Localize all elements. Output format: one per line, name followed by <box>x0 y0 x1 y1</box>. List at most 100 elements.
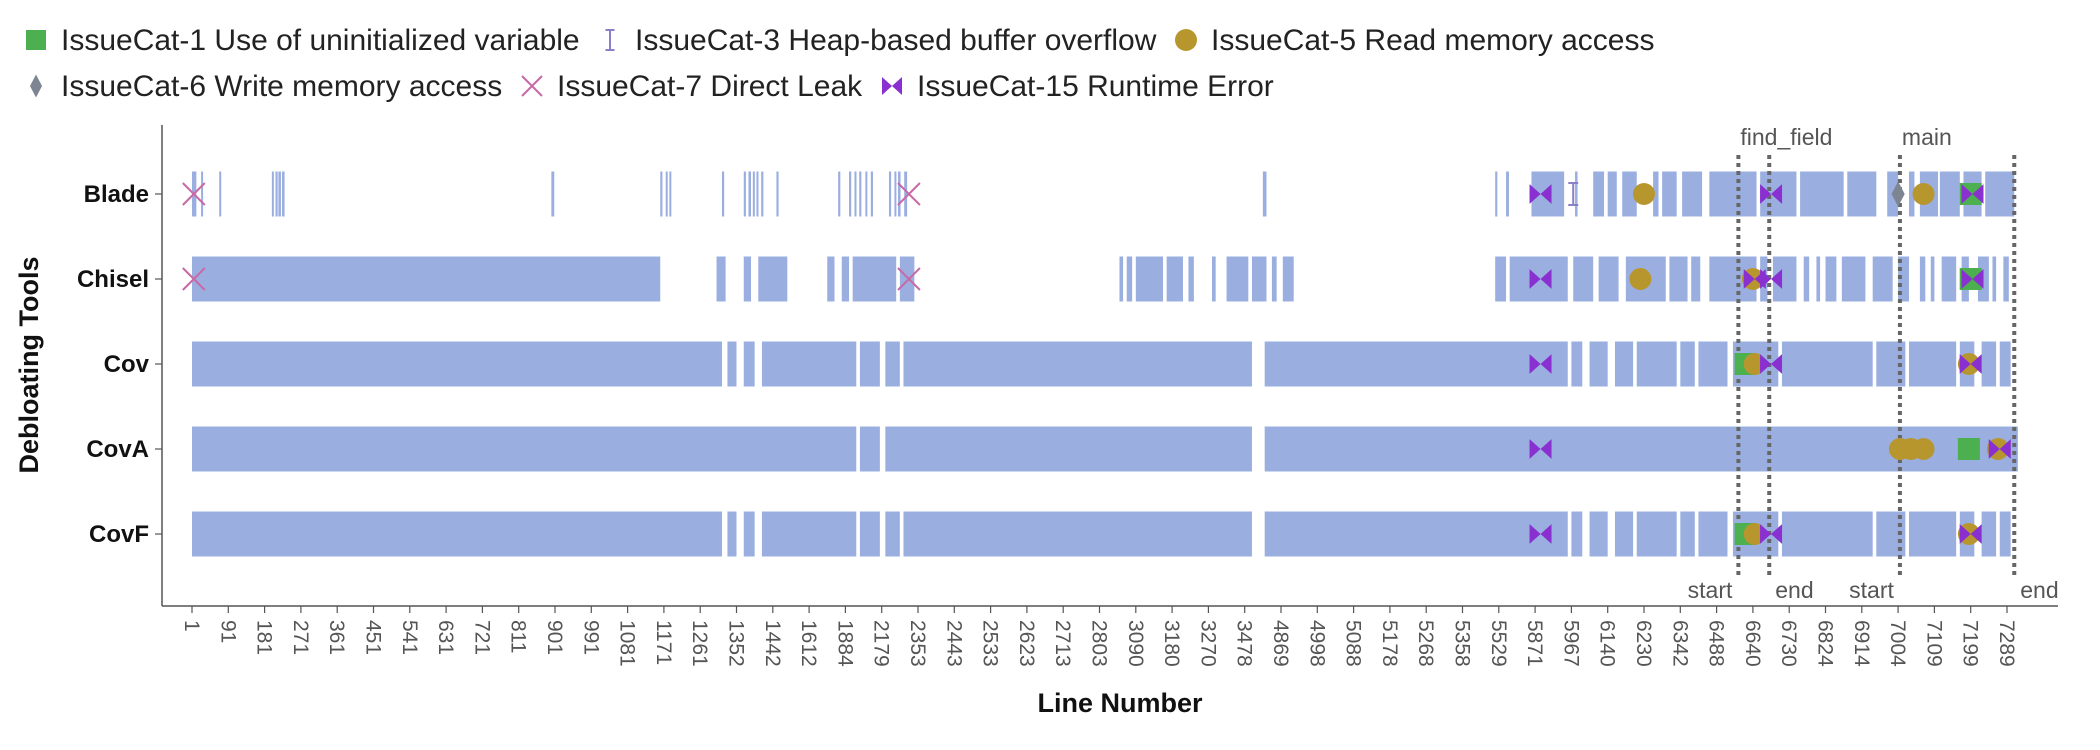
coverage-segment-blade <box>865 171 868 217</box>
legend-item-cat3: IssueCat-3 Heap-based buffer overflow <box>605 24 1157 57</box>
coverage-segment-covf <box>1636 511 1677 557</box>
coverage-segment-chisel <box>1992 256 1997 302</box>
x-tick: 7004 <box>1886 606 1909 667</box>
x-tick-label: 6914 <box>1850 620 1873 667</box>
coverage-segment-covf <box>743 511 755 557</box>
coverage-segment-chisel <box>1282 256 1294 302</box>
x-tick-label: 6140 <box>1596 620 1619 667</box>
coverage-segment-chisel <box>899 256 915 302</box>
coverage-segment-blade <box>1593 171 1605 217</box>
coverage-segment-cov <box>1680 341 1695 387</box>
legend-marker-cat15 <box>882 77 902 95</box>
legend-label-cat6: IssueCat-6 Write memory access <box>61 70 502 103</box>
x-tick-label: 1261 <box>688 620 711 667</box>
coverage-segment-chisel <box>1573 256 1594 302</box>
coverage-segment-covf <box>885 511 900 557</box>
legend-item-cat1: IssueCat-1 Use of uninitialized variable <box>26 24 580 57</box>
coverage-segment-blade <box>1653 171 1659 217</box>
coverage-segment-blade <box>1709 171 1757 217</box>
x-tick: 6488 <box>1705 606 1728 667</box>
x-tick: 2803 <box>1088 606 1111 667</box>
coverage-segment-covf <box>1999 511 2011 557</box>
coverage-segment-cov <box>885 341 900 387</box>
coverage-segment-covf <box>1614 511 1634 557</box>
x-tick: 7109 <box>1922 606 1945 667</box>
legend-label-cat3: IssueCat-3 Heap-based buffer overflow <box>635 24 1157 57</box>
x-tick-label: 631 <box>434 620 457 655</box>
x-tick-label: 5268 <box>1414 620 1437 667</box>
coverage-segment-chisel <box>1772 256 1797 302</box>
coverage-segment-blade <box>859 171 862 217</box>
x-tick-label: 1 <box>180 620 203 632</box>
coverage-segment-chisel <box>1841 256 1866 302</box>
x-tick: 2353 <box>906 606 929 667</box>
issue-cat15-covf <box>1529 524 1552 544</box>
x-tick-label: 4869 <box>1269 620 1292 667</box>
x-tick-label: 4998 <box>1305 620 1328 667</box>
x-tick: 631 <box>434 606 457 655</box>
coverage-segment-covf <box>192 511 722 557</box>
coverage-segment-blade <box>551 171 555 217</box>
x-tick-label: 811 <box>507 620 530 653</box>
coverage-segment-blade <box>1985 171 2015 217</box>
x-tick-label: 6488 <box>1705 620 1728 667</box>
x-tick-label: 3090 <box>1124 620 1147 667</box>
x-tick-label: 541 <box>398 620 421 655</box>
tool-label: CovA <box>86 436 149 463</box>
coverage-segment-blade <box>756 171 759 217</box>
coverage-segment-cov <box>1999 341 2011 387</box>
x-tick-label: 181 <box>253 620 276 655</box>
x-tick-label: 6824 <box>1814 620 1837 667</box>
coverage-segment-chisel <box>841 256 850 302</box>
x-tick: 3180 <box>1160 606 1183 667</box>
x-tick: 6140 <box>1596 606 1619 667</box>
x-ticks: 1 91 181 271 361 451 541 631 721 811 901 991 1081 117… <box>180 606 2018 667</box>
x-tick: 361 <box>325 606 348 655</box>
issue-cat15-cova <box>1529 439 1552 459</box>
x-tick-label: 7109 <box>1922 620 1945 667</box>
coverage-bars <box>192 171 2018 557</box>
coverage-segment-covf <box>1680 511 1695 557</box>
coverage-segment-cov <box>727 341 737 387</box>
x-tick: 5967 <box>1559 606 1582 667</box>
x-tick: 1171 <box>652 606 675 665</box>
legend-label-cat1: IssueCat-1 Use of uninitialized variable <box>61 24 580 57</box>
x-tick-label: 7199 <box>1959 620 1982 667</box>
function-end-label: end <box>1775 577 1813 603</box>
x-tick-label: 1352 <box>725 620 748 667</box>
x-tick: 1612 <box>797 606 820 667</box>
coverage-segment-covf <box>1264 511 1568 557</box>
coverage-segment-chisel <box>1691 256 1701 302</box>
coverage-segment-blade <box>660 171 663 217</box>
x-tick: 4869 <box>1269 606 1292 667</box>
coverage-segment-chisel <box>1816 256 1821 302</box>
coverage-segment-covf <box>859 511 880 557</box>
issue-cat5-blade <box>1912 183 1935 205</box>
x-tick: 1884 <box>833 606 856 667</box>
x-tick-label: 991 <box>579 620 602 655</box>
x-tick: 2623 <box>1015 606 1038 667</box>
issue-cat15-cov <box>1760 354 1783 374</box>
x-tick: 2179 <box>870 606 893 667</box>
legend-marker-cat6 <box>30 74 42 98</box>
coverage-segment-blade <box>665 171 668 217</box>
coverage-segment-blade <box>275 171 278 217</box>
x-tick: 6230 <box>1632 606 1655 667</box>
x-tick: 271 <box>289 606 312 655</box>
coverage-segment-chisel <box>192 256 661 302</box>
coverage-segment-chisel <box>1941 256 1957 302</box>
coverage-segment-blade <box>201 171 204 217</box>
coverage-segment-chisel <box>1803 256 1810 302</box>
function-start-label: start <box>1688 577 1733 603</box>
legend-label-cat7: IssueCat-7 Direct Leak <box>557 70 863 103</box>
x-axis-title: Line Number <box>1037 688 1203 718</box>
coverage-segment-blade <box>1662 171 1677 217</box>
x-tick: 721 <box>470 606 493 655</box>
coverage-segment-chisel <box>743 256 752 302</box>
legend-marker-cat5 <box>1175 29 1197 51</box>
coverage-segment-chisel <box>758 256 788 302</box>
function-start-label: start <box>1849 577 1894 603</box>
coverage-segment-blade <box>752 171 755 217</box>
coverage-segment-blade <box>219 171 222 217</box>
x-tick: 451 <box>362 606 385 655</box>
